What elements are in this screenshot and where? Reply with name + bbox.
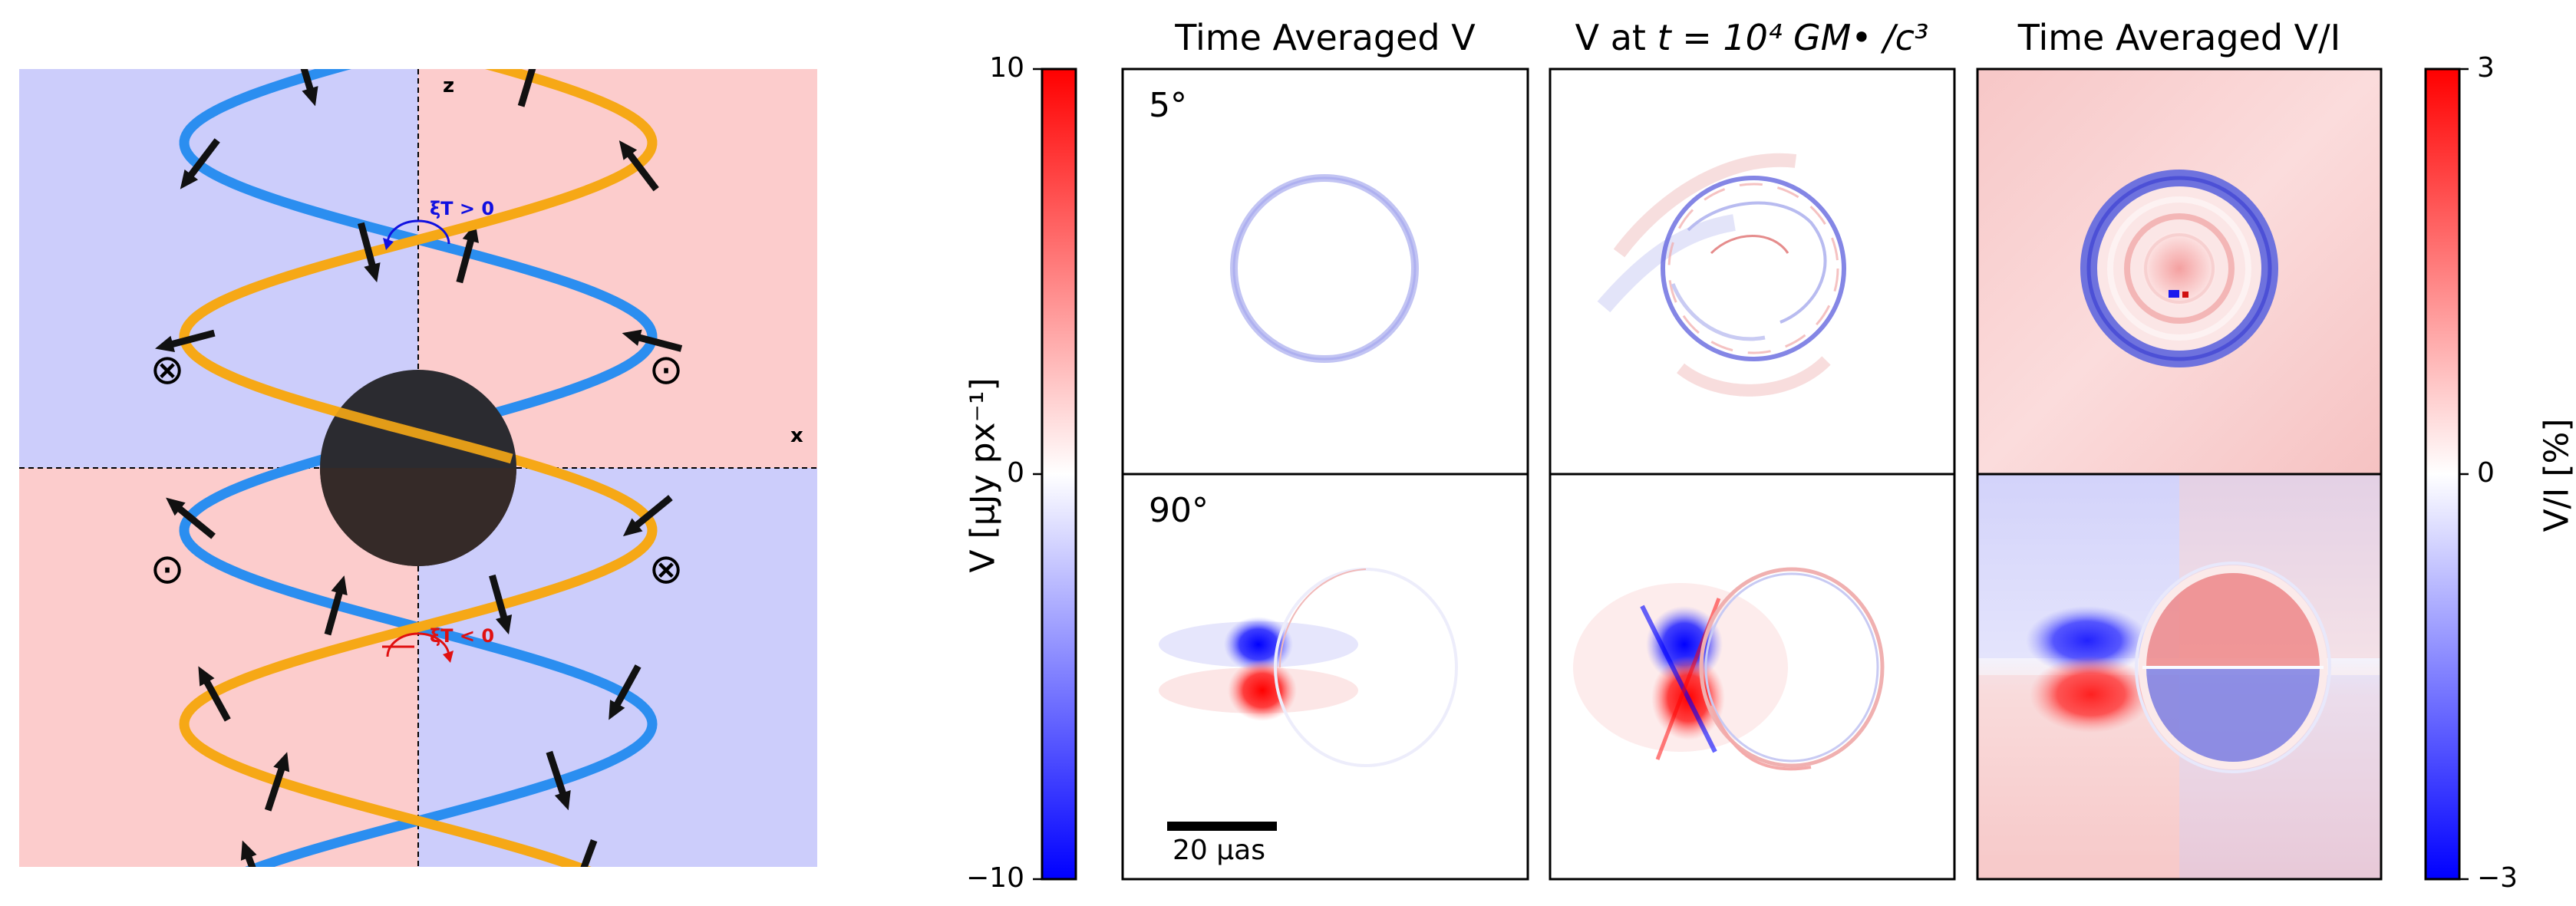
field-direction-arrow xyxy=(574,838,598,867)
right-colorbar-label: V/I [%] xyxy=(2537,418,2576,532)
field-direction-arrow xyxy=(618,140,659,192)
panel-frames xyxy=(1121,68,2383,881)
field-direction-arrow xyxy=(324,575,348,636)
row-label-90deg: 90° xyxy=(1149,491,1209,530)
z-axis-label: z xyxy=(443,74,455,97)
column-title-snapshot: V at t = 10⁴ GM• /c³ xyxy=(1537,17,1967,58)
field-direction-arrow xyxy=(622,329,683,352)
field-direction-arrow xyxy=(546,750,571,811)
field-direction-arrow xyxy=(264,752,290,812)
column-title-snapshot-prefix: V at xyxy=(1575,17,1657,58)
field-direction-arrow xyxy=(489,574,513,635)
colorbar-left xyxy=(1033,68,1077,881)
black-hole-lower-half xyxy=(320,468,516,566)
field-direction-arrow xyxy=(609,664,642,720)
left-colorbar-label: V [μJy px⁻¹] xyxy=(963,377,1003,573)
field-direction-arrow xyxy=(294,69,318,107)
panel-r1c2-snapshot-5deg xyxy=(1550,69,1954,474)
xi-negative-arrowhead xyxy=(443,651,454,663)
panel-r1c3-avg-vi-5deg xyxy=(1977,69,2381,474)
column-title-snapshot-math: t = 10⁴ GM• /c³ xyxy=(1657,17,1929,58)
row-label-5deg: 5° xyxy=(1149,86,1187,125)
right-cbar-tick-mid: 0 xyxy=(2477,457,2495,489)
field-line-strand xyxy=(179,69,658,867)
field-direction-arrow xyxy=(166,497,216,539)
left-cbar-tick-bottom: −10 xyxy=(966,862,1024,894)
field-out-of-page-icon: ⊙ xyxy=(648,345,684,394)
left-cbar-tick-mid: 0 xyxy=(1007,457,1024,489)
panel-r2c3-avg-vi-90deg xyxy=(1977,474,2381,879)
xi-negative-label: ξT < 0 xyxy=(430,625,495,647)
scale-bar-label: 20 μas xyxy=(1173,835,1265,866)
panel-r1c1-avg-v-5deg xyxy=(1123,69,1528,474)
field-direction-arrow xyxy=(358,222,381,283)
panel-r2c2-snapshot-90deg xyxy=(1550,474,1954,879)
field-line-front-segment xyxy=(318,401,513,464)
field-direction-arrow xyxy=(517,69,539,107)
field-direction-arrow xyxy=(180,138,220,189)
column-title-avg-vi: Time Averaged V/I xyxy=(2017,17,2341,58)
field-into-page-icon: ⊗ xyxy=(648,545,684,593)
column-title-avg-v: Time Averaged V xyxy=(1175,17,1476,58)
field-line-strand xyxy=(179,69,658,867)
xi-positive-arrowhead xyxy=(383,238,394,250)
field-direction-arrow xyxy=(198,666,231,722)
scale-bar xyxy=(1167,822,1277,831)
x-axis-label: x xyxy=(790,424,803,447)
colorbar-right xyxy=(2424,68,2469,881)
left-cbar-tick-top: 10 xyxy=(989,52,1024,84)
field-into-page-icon: ⊗ xyxy=(150,345,185,394)
field-direction-arrow xyxy=(240,840,267,867)
xi-positive-arc xyxy=(386,219,450,245)
xi-positive-label: ξT > 0 xyxy=(430,198,495,219)
helix-diagram xyxy=(19,69,817,867)
field-out-of-page-icon: ⊙ xyxy=(150,545,185,593)
panel-r2c1-avg-v-90deg xyxy=(1123,474,1528,879)
field-direction-arrow xyxy=(155,329,216,353)
right-cbar-tick-top: 3 xyxy=(2477,52,2495,84)
field-direction-arrow xyxy=(622,495,673,537)
right-cbar-tick-bottom: −3 xyxy=(2477,862,2518,894)
